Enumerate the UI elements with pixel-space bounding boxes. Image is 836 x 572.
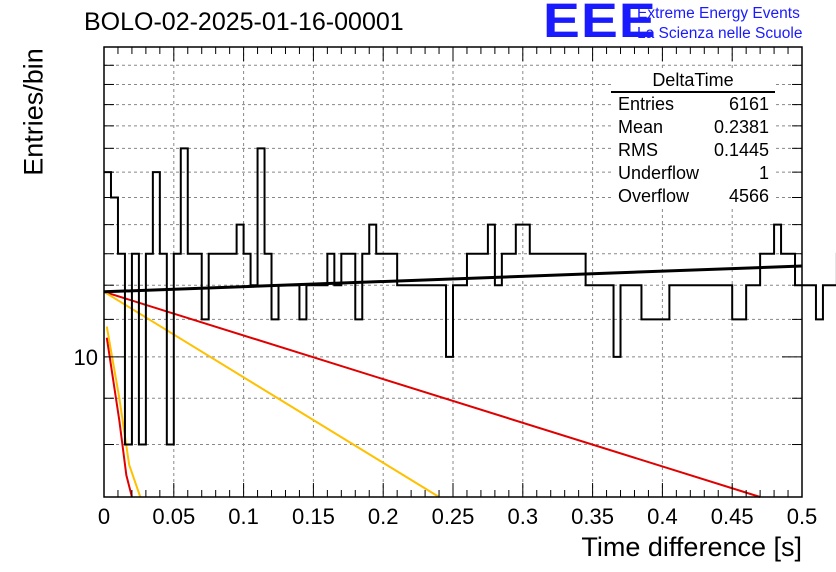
red-decay-curve bbox=[103, 290, 761, 498]
axis-ticks bbox=[103, 46, 803, 498]
stat-row-entries: Entries 6161 bbox=[611, 93, 775, 116]
yellow-decay-curve bbox=[105, 326, 142, 498]
stats-divider bbox=[611, 91, 775, 93]
stat-label: Underflow bbox=[618, 163, 700, 183]
stat-label: Entries bbox=[618, 94, 675, 114]
stat-value: 0.1445 bbox=[713, 140, 769, 160]
stats-title: DeltaTime bbox=[652, 70, 734, 90]
data-series bbox=[103, 147, 836, 498]
stat-row-rms: RMS 0.1445 bbox=[611, 139, 775, 162]
x-tick-label: 0.05 bbox=[152, 504, 195, 529]
x-tick-label: 0.4 bbox=[647, 504, 678, 529]
x-tick-labels: 0 0.05 0.1 0.15 0.2 0.25 0.3 0.35 0.4 0.45 0.5 bbox=[98, 504, 817, 529]
x-tick-label: 0.15 bbox=[292, 504, 335, 529]
plot-title: BOLO-02-2025-01-16-00001 bbox=[84, 8, 404, 36]
stat-row-underflow: Underflow 1 bbox=[611, 162, 775, 185]
org-name-line2: La Scienza nelle Scuole bbox=[637, 25, 803, 42]
stat-value: 0.2381 bbox=[713, 117, 769, 137]
stat-row-overflow: Overflow 4566 bbox=[611, 185, 775, 208]
x-tick-label: 0.25 bbox=[432, 504, 475, 529]
stat-value: 6161 bbox=[728, 94, 769, 114]
y-tick-labels: 10 bbox=[74, 345, 98, 370]
eee-logo: EEE bbox=[543, 0, 657, 48]
stat-value: 1 bbox=[758, 163, 769, 183]
x-tick-label: 0.1 bbox=[228, 504, 259, 529]
x-tick-label: 0.45 bbox=[711, 504, 754, 529]
stat-label: RMS bbox=[618, 140, 658, 160]
x-axis-label: Time difference [s] bbox=[581, 532, 802, 562]
yellow-decay-curve bbox=[103, 290, 440, 498]
stat-label: Overflow bbox=[618, 186, 690, 206]
x-tick-label: 0.5 bbox=[787, 504, 818, 529]
x-tick-label: 0.2 bbox=[368, 504, 399, 529]
stat-row-mean: Mean 0.2381 bbox=[611, 116, 775, 139]
x-tick-label: 0.35 bbox=[571, 504, 614, 529]
x-tick-label: 0 bbox=[98, 504, 110, 529]
x-tick-label: 0.3 bbox=[508, 504, 539, 529]
org-name-line1: Extreme Energy Events bbox=[637, 5, 800, 22]
stat-label: Mean bbox=[618, 117, 664, 137]
y-tick-label: 10 bbox=[74, 345, 98, 370]
stat-value: 4566 bbox=[728, 186, 769, 206]
stats-box: DeltaTime Entries 6161 Mean 0.2381 RMS 0… bbox=[611, 70, 775, 208]
y-axis-label: Entries/bin bbox=[18, 48, 49, 176]
histogram-line bbox=[104, 147, 836, 446]
red-decay-curve bbox=[105, 337, 133, 498]
fit-line bbox=[103, 264, 803, 294]
